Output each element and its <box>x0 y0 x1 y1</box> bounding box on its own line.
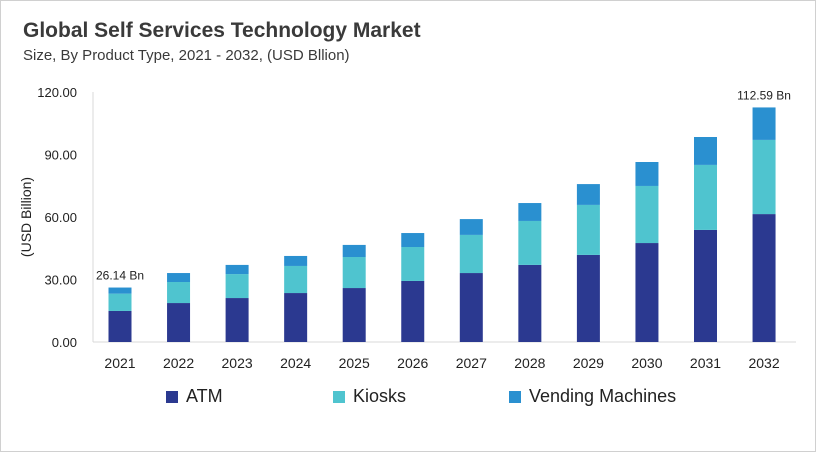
bar-atm-2027 <box>459 273 483 342</box>
legend-item-kiosks: Kiosks <box>333 386 406 407</box>
bar-kiosks-2031 <box>694 164 717 230</box>
bar-atm-2026 <box>401 280 425 342</box>
bar-vending-machines-2028 <box>518 203 542 221</box>
y-tick-label: 30.00 <box>44 273 77 288</box>
bar-vending-machines-2021 <box>108 287 132 294</box>
bar-kiosks-2029 <box>576 204 600 255</box>
legend-item-atm: ATM <box>166 386 223 407</box>
bar-atm-2032 <box>752 214 776 342</box>
y-axis-label: (USD Billion) <box>18 177 34 257</box>
x-tick-label: 2024 <box>280 355 311 371</box>
x-tick-label: 2031 <box>690 355 721 371</box>
legend-swatch-vending-machines <box>509 390 521 403</box>
y-tick-label: 60.00 <box>44 210 77 225</box>
data-label-total-2032: 112.59 Bn <box>737 88 791 102</box>
bar-vending-machines-2029 <box>576 184 600 205</box>
bar-atm-2029 <box>576 254 600 342</box>
bar-atm-2025 <box>342 288 366 342</box>
y-tick-label: 120.00 <box>37 85 77 100</box>
bar-vending-machines-2030 <box>635 162 659 186</box>
x-tick-label: 2029 <box>573 355 604 371</box>
bar-atm-2022 <box>167 303 191 342</box>
bar-vending-machines-2025 <box>342 244 366 257</box>
bar-kiosks-2026 <box>401 247 425 281</box>
x-tick-label: 2027 <box>456 355 487 371</box>
x-tick-label: 2032 <box>748 355 779 371</box>
bar-kiosks-2030 <box>635 185 659 244</box>
bar-kiosks-2024 <box>284 265 308 294</box>
x-tick-label: 2030 <box>631 355 662 371</box>
bar-atm-2023 <box>225 298 249 342</box>
bar-vending-machines-2022 <box>167 273 191 282</box>
bar-vending-machines-2026 <box>401 233 425 247</box>
bar-kiosks-2021 <box>108 293 132 311</box>
legend-label: ATM <box>186 386 223 406</box>
x-tick-label: 2028 <box>514 355 545 371</box>
chart-subtitle: Size, By Product Type, 2021 - 2032, (USD… <box>23 47 350 64</box>
bar-atm-2028 <box>518 264 542 342</box>
bar-vending-machines-2024 <box>284 255 308 266</box>
legend-swatch-kiosks <box>333 390 345 403</box>
legend-label: Vending Machines <box>529 386 677 406</box>
bar-kiosks-2032 <box>752 139 776 215</box>
bar-kiosks-2022 <box>167 282 191 304</box>
bar-kiosks-2028 <box>518 220 542 265</box>
y-tick-label: 0.00 <box>52 335 77 350</box>
bar-atm-2021 <box>108 310 132 342</box>
bar-vending-machines-2027 <box>459 219 483 235</box>
x-tick-label: 2021 <box>104 355 135 371</box>
bar-atm-2030 <box>635 243 659 342</box>
chart-title: Global Self Services Technology Market <box>23 19 421 42</box>
bar-kiosks-2025 <box>342 257 366 289</box>
x-tick-label: 2023 <box>222 355 253 371</box>
data-label-total-2021: 26.14 Bn <box>96 269 144 283</box>
legend-label: Kiosks <box>353 386 407 406</box>
x-tick-label: 2026 <box>397 355 428 371</box>
bar-kiosks-2023 <box>225 274 249 299</box>
bar-vending-machines-2031 <box>694 137 717 165</box>
bar-vending-machines-2023 <box>225 264 249 275</box>
legend-item-vending-machines: Vending Machines <box>509 386 676 407</box>
bar-kiosks-2027 <box>459 234 483 274</box>
bar-vending-machines-2032 <box>752 107 776 140</box>
x-tick-label: 2022 <box>163 355 194 371</box>
y-tick-label: 90.00 <box>44 148 77 163</box>
legend-swatch-atm <box>166 390 178 403</box>
bar-atm-2024 <box>284 293 308 342</box>
x-tick-label: 2025 <box>339 355 370 371</box>
bar-atm-2031 <box>694 229 717 342</box>
